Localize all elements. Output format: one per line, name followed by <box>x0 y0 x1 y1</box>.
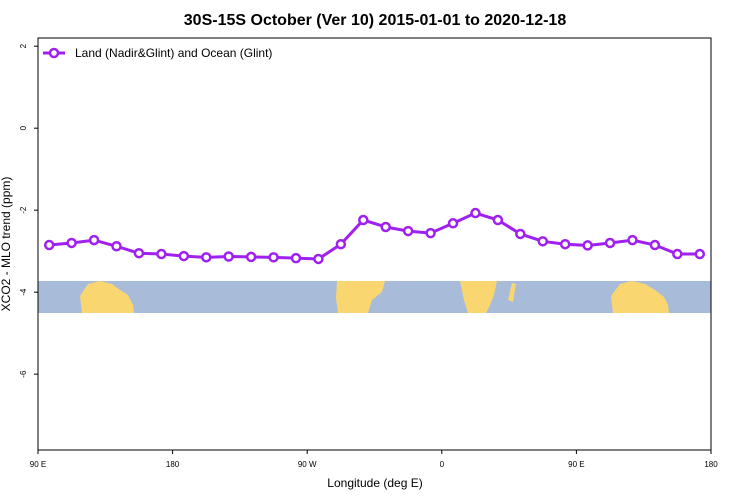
map-band <box>38 281 711 313</box>
point <box>627 234 638 246</box>
point <box>492 214 504 226</box>
point <box>582 240 593 251</box>
x-tick-label: 180 <box>166 460 180 469</box>
land <box>460 281 497 313</box>
legend-marker <box>48 47 60 59</box>
point <box>672 248 683 260</box>
point <box>43 239 55 251</box>
point <box>290 252 302 264</box>
point <box>88 234 100 246</box>
point <box>604 237 616 249</box>
land <box>508 283 516 302</box>
point <box>245 251 257 263</box>
point <box>335 238 347 250</box>
point <box>111 241 122 252</box>
chart-title: 30S-15S October (Ver 10) 2015-01-01 to 2… <box>184 12 567 29</box>
point <box>313 253 324 265</box>
point <box>537 236 548 247</box>
land <box>336 281 385 313</box>
point <box>380 221 391 233</box>
point <box>694 248 706 260</box>
y-tick-label: -4 <box>19 288 28 296</box>
x-tick-label: 0 <box>440 460 445 469</box>
point <box>66 237 77 249</box>
x-tick-label: 90 E <box>568 460 584 469</box>
x-tick-label: 180 <box>704 460 718 469</box>
point <box>649 239 661 251</box>
point <box>268 252 279 263</box>
point <box>156 248 167 260</box>
y-tick-label: 0 <box>19 125 28 130</box>
legend-label: Land (Nadir&Glint) and Ocean (Glint) <box>75 46 272 60</box>
point <box>559 238 571 250</box>
y-tick-label: 2 <box>19 43 28 48</box>
y-tick-label: -2 <box>19 206 28 214</box>
y-axis-label: XCO2 - MLO trend (ppm) <box>0 177 13 312</box>
point <box>515 228 526 240</box>
land <box>611 281 669 313</box>
point <box>425 227 436 239</box>
x-tick-label: 90 W <box>298 460 317 469</box>
point <box>470 207 481 219</box>
point <box>447 218 459 229</box>
point <box>133 247 145 259</box>
land <box>80 281 134 313</box>
point <box>201 252 212 263</box>
x-tick-label: 90 E <box>30 460 46 469</box>
point <box>358 214 369 226</box>
series-line <box>49 211 700 261</box>
point <box>402 225 414 237</box>
plot-frame <box>37 37 712 451</box>
point <box>223 251 234 262</box>
x-axis-label: Longitude (deg E) <box>327 476 422 490</box>
y-tick-label: -6 <box>19 370 28 378</box>
point <box>178 250 190 262</box>
